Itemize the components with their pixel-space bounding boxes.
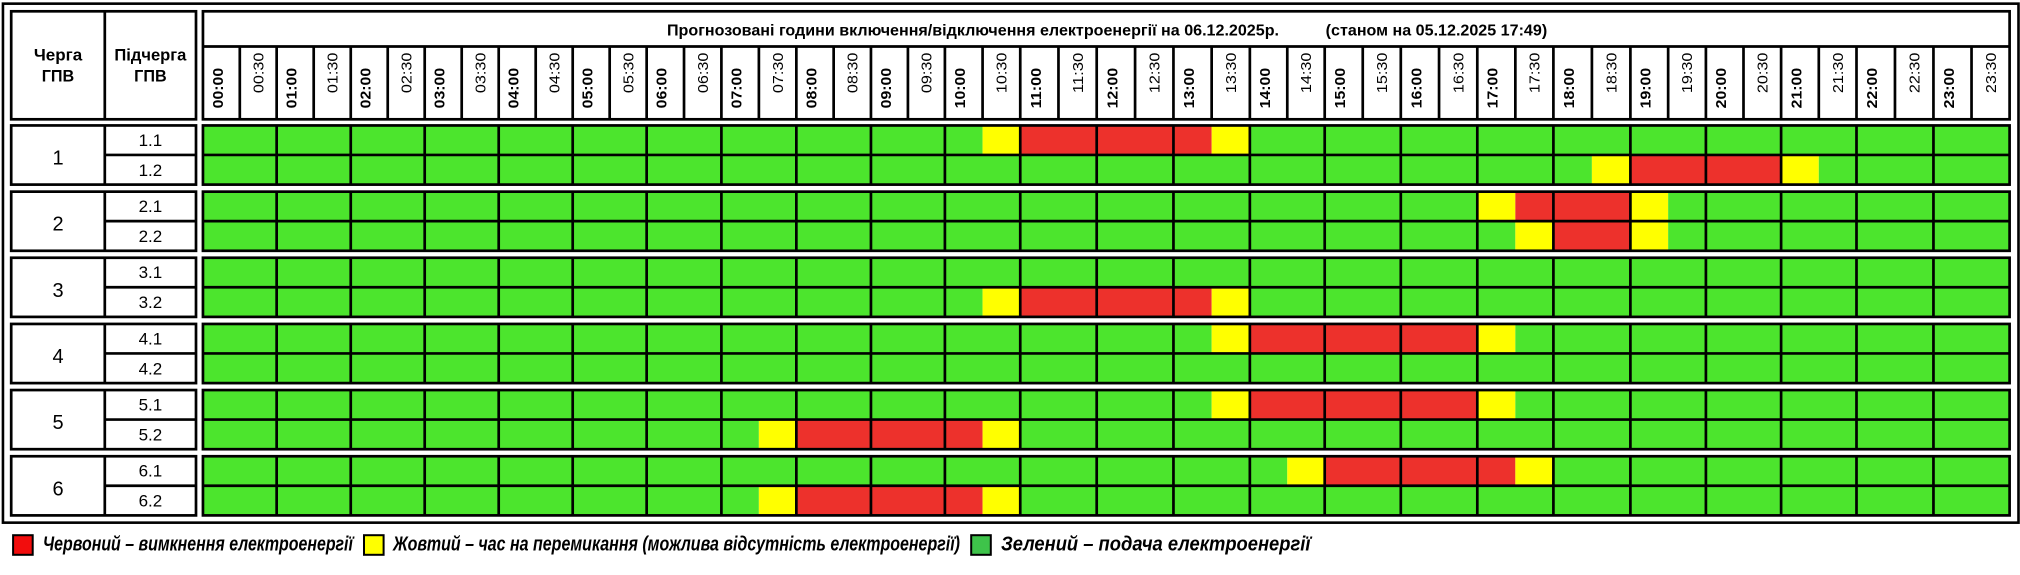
svg-text:15:30: 15:30 [1374,53,1391,94]
svg-text:22:30: 22:30 [1906,53,1923,94]
svg-text:ГПВ: ГПВ [42,67,75,86]
svg-text:04:00: 04:00 [506,68,523,109]
svg-text:22:00: 22:00 [1864,68,1881,109]
svg-text:11:30: 11:30 [1070,53,1087,94]
svg-text:17:30: 17:30 [1527,53,1544,94]
svg-text:5.1: 5.1 [139,396,163,415]
svg-text:ГПВ: ГПВ [134,67,167,86]
svg-text:3.1: 3.1 [139,263,163,282]
svg-text:5: 5 [52,412,63,434]
svg-text:03:00: 03:00 [432,68,449,109]
svg-text:13:00: 13:00 [1181,68,1198,109]
svg-text:06:00: 06:00 [654,68,671,109]
svg-text:6.1: 6.1 [139,462,163,481]
svg-text:12:30: 12:30 [1146,53,1163,94]
svg-text:13:30: 13:30 [1223,53,1240,94]
svg-text:16:00: 16:00 [1408,68,1425,109]
svg-text:10:30: 10:30 [994,53,1011,94]
svg-text:1: 1 [52,148,63,170]
svg-text:08:00: 08:00 [803,68,820,109]
svg-text:12:00: 12:00 [1104,68,1121,109]
svg-text:4.1: 4.1 [139,329,163,348]
svg-text:2.1: 2.1 [139,197,163,216]
svg-text:16:30: 16:30 [1450,53,1467,94]
svg-text:Зелений – подача електроенергі: Зелений – подача електроенергії [1001,533,1313,556]
svg-text:1.1: 1.1 [139,131,163,150]
svg-text:05:00: 05:00 [580,68,597,109]
svg-text:6.2: 6.2 [139,492,163,511]
svg-text:17:00: 17:00 [1485,68,1502,109]
svg-text:18:30: 18:30 [1603,53,1620,94]
svg-text:Підчерга: Підчерга [114,46,187,65]
svg-text:06:30: 06:30 [695,53,712,94]
svg-text:11:00: 11:00 [1028,68,1045,109]
svg-text:15:00: 15:00 [1332,68,1349,109]
svg-text:Червоний – вимкнення електроен: Червоний – вимкнення електроенергії [43,533,355,556]
svg-text:00:30: 00:30 [250,53,267,94]
svg-text:01:00: 01:00 [284,68,301,109]
svg-text:Жовтий – час на перемикання (м: Жовтий – час на перемикання (можлива від… [392,533,960,556]
svg-text:21:00: 21:00 [1788,68,1805,109]
svg-text:(станом на 05.12.2025 17:49): (станом на 05.12.2025 17:49) [1326,22,1548,39]
svg-text:2.2: 2.2 [139,227,163,246]
svg-text:20:00: 20:00 [1713,68,1730,109]
svg-text:14:30: 14:30 [1298,53,1315,94]
svg-text:23:00: 23:00 [1941,68,1958,109]
svg-text:19:00: 19:00 [1638,68,1655,109]
svg-text:4: 4 [52,346,63,368]
svg-text:18:00: 18:00 [1561,68,1578,109]
svg-text:19:30: 19:30 [1679,53,1696,94]
svg-text:10:00: 10:00 [952,68,969,109]
svg-text:Черга: Черга [34,46,83,65]
svg-text:14:00: 14:00 [1257,68,1274,109]
svg-text:08:30: 08:30 [845,53,862,94]
svg-text:2: 2 [52,214,63,236]
svg-text:21:30: 21:30 [1830,53,1847,94]
svg-text:4.2: 4.2 [139,359,163,378]
svg-text:6: 6 [52,478,63,500]
svg-text:07:30: 07:30 [770,53,787,94]
svg-text:09:00: 09:00 [878,68,895,109]
svg-text:01:30: 01:30 [324,53,341,94]
svg-text:5.2: 5.2 [139,425,163,444]
svg-text:20:30: 20:30 [1755,53,1772,94]
svg-text:3: 3 [52,280,63,302]
svg-text:3.2: 3.2 [139,293,163,312]
svg-text:00:00: 00:00 [210,68,227,109]
svg-text:09:30: 09:30 [919,53,936,94]
svg-text:1.2: 1.2 [139,161,163,180]
svg-text:05:30: 05:30 [620,53,637,94]
svg-text:Прогнозовані години включення/: Прогнозовані години включення/відключенн… [667,22,1279,39]
svg-text:02:00: 02:00 [358,68,375,109]
svg-text:04:30: 04:30 [546,53,563,94]
svg-text:03:30: 03:30 [472,53,489,94]
svg-text:07:00: 07:00 [729,68,746,109]
svg-text:23:30: 23:30 [1983,53,2000,94]
svg-text:02:30: 02:30 [398,53,415,94]
